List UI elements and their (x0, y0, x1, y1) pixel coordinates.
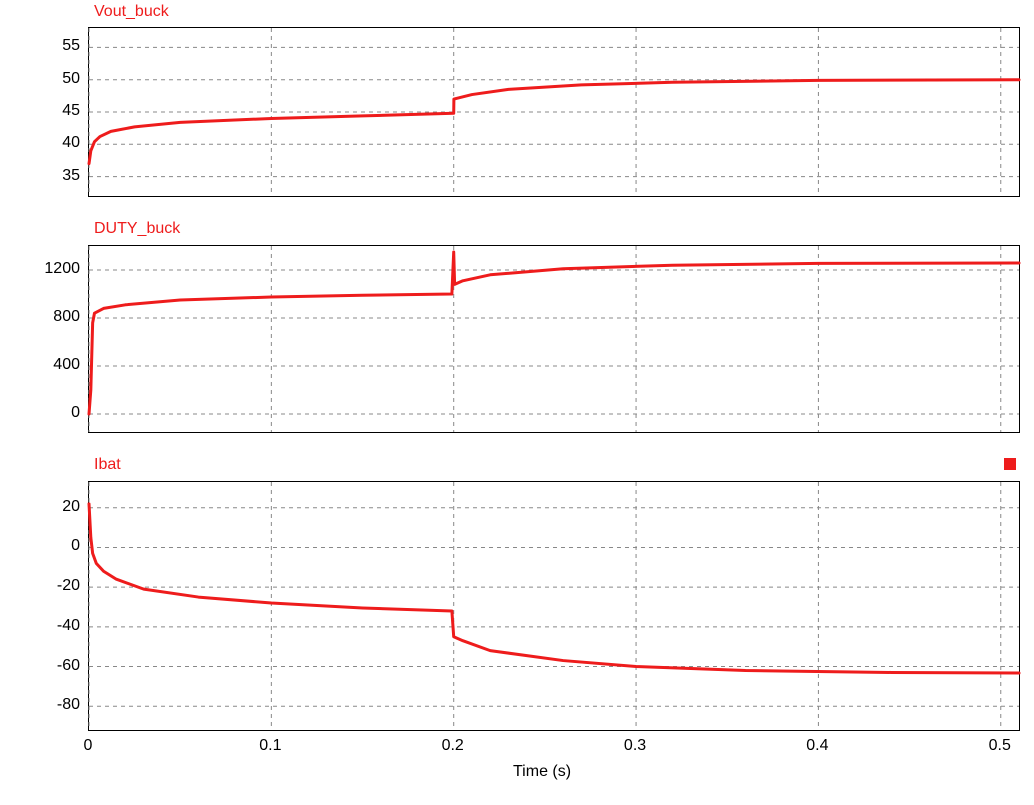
series-line-duty-buck (89, 252, 1019, 414)
x-tick-label: 0.3 (624, 737, 646, 755)
y-tick-label: 0 (71, 537, 80, 555)
y-tick-label: 20 (62, 498, 80, 516)
y-tick-label: 1200 (44, 260, 80, 278)
x-tick-label: 0.5 (989, 737, 1011, 755)
y-tick-label: -60 (57, 657, 80, 675)
y-tick-label: 0 (71, 404, 80, 422)
y-tick-label: 35 (62, 167, 80, 185)
panel-title-ibat: Ibat (94, 456, 121, 474)
panel-title-duty-buck: DUTY_buck (94, 220, 180, 238)
x-axis-title: Time (s) (513, 763, 571, 781)
y-tick-label: 50 (62, 70, 80, 88)
x-tick-label: 0.4 (806, 737, 828, 755)
series-line-ibat (89, 504, 1019, 673)
y-tick-label: -80 (57, 696, 80, 714)
y-tick-label: 40 (62, 134, 80, 152)
y-tick-label: 400 (53, 356, 80, 374)
panel-title-vout-buck: Vout_buck (94, 3, 169, 21)
y-tick-label: -20 (57, 577, 80, 595)
y-tick-label: 45 (62, 102, 80, 120)
legend-marker-ibat (1004, 458, 1016, 470)
plot-area-ibat (88, 481, 1020, 731)
plot-area-duty-buck (88, 245, 1020, 433)
y-tick-label: 800 (53, 308, 80, 326)
chart-stage: 0 0.1 0.2 0.3 0.4 0.5 Time (s) Vout_buck 35 40 45 5… (0, 0, 1034, 805)
y-tick-label: -40 (57, 617, 80, 635)
x-tick-label: 0.2 (442, 737, 464, 755)
y-tick-label: 55 (62, 37, 80, 55)
x-tick-label: 0 (84, 737, 93, 755)
series-line-vout-buck (89, 80, 1019, 164)
x-tick-label: 0.1 (259, 737, 281, 755)
plot-area-vout-buck (88, 27, 1020, 197)
